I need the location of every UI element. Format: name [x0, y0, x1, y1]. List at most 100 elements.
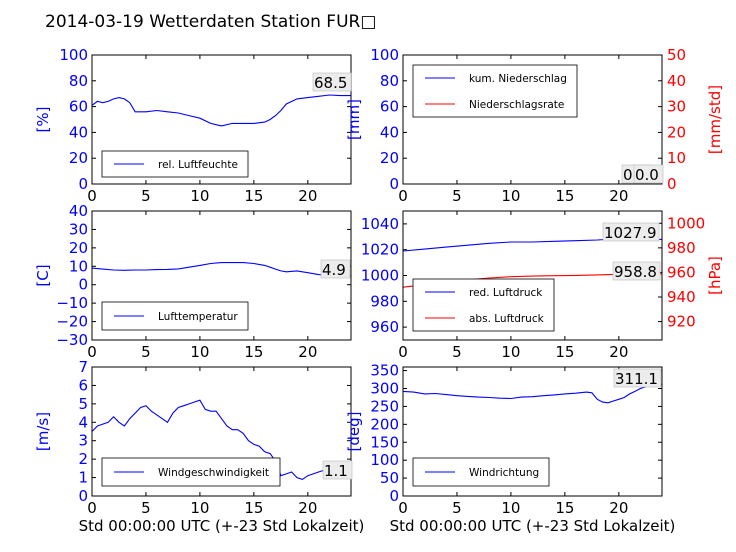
y-right-tick-label: 960 [667, 263, 696, 281]
y-right-tick-label: 50 [667, 46, 686, 64]
y-tick-label: 350 [370, 362, 399, 380]
y-axis-label: [mm] [345, 99, 363, 140]
value-annotation: 68.5 [314, 74, 347, 92]
x-tick-label: 5 [141, 343, 151, 361]
x-tick-label: 10 [190, 187, 209, 205]
legend-temp: Lufttemperatur [101, 301, 249, 331]
value-annotation: 1.1 [324, 462, 348, 480]
y-tick-label: 40 [380, 123, 399, 141]
value-annotation: 4.9 [322, 261, 346, 279]
y-axis-label: [m/s] [34, 412, 52, 451]
y-tick-label: 300 [370, 380, 399, 398]
panel-pressure: 0 5 10 15 20 960 980 1000 1020 1040 920 940 960 980 10… [361, 210, 724, 361]
x-tick-label: 15 [555, 499, 574, 517]
panel-temp: 0 5 10 15 20−30−20−10010203040[C]Lufttempera… [34, 202, 352, 361]
x-tick-label: 5 [452, 343, 462, 361]
x-tick-label: 15 [555, 343, 574, 361]
y-right-tick-label: 0 [667, 175, 677, 193]
y-tick-label: 0 [78, 276, 88, 294]
x-tick-label: 15 [244, 499, 263, 517]
legend-frame [412, 64, 578, 118]
x-tick-label: 0 [398, 343, 408, 361]
legend-entry: kum. Niederschlag [469, 73, 567, 85]
value-annotation: 958.8 [614, 263, 657, 281]
y-axis-label-right: [hPa] [706, 256, 724, 295]
y-tick-label: 250 [370, 397, 399, 415]
y-tick-label: 100 [370, 46, 399, 64]
y-tick-label: 40 [69, 202, 88, 220]
y-tick-label: 960 [370, 318, 399, 336]
x-tick-label: 15 [555, 187, 574, 205]
x-tick-label: 20 [609, 499, 628, 517]
y-right-tick-label: 980 [667, 239, 696, 257]
y-right-tick-label: 940 [667, 288, 696, 306]
x-tick-label: 20 [609, 187, 628, 205]
y-axis-label: [%] [34, 107, 52, 133]
legend-wind: Windgeschwindigkeit [101, 457, 281, 487]
y-tick-label: 150 [370, 433, 399, 451]
y-tick-label: 50 [380, 469, 399, 487]
y-tick-label: 1 [78, 469, 88, 487]
y-tick-label: −10 [56, 294, 88, 312]
y-right-tick-label: 20 [667, 123, 686, 141]
y-tick-label: 1040 [361, 215, 399, 233]
legend-precip: kum. Niederschlag Niederschlagsrate [412, 64, 578, 118]
legend-entry: Niederschlagsrate [469, 99, 564, 111]
panel-humidity: 0 5 10 15 20 0 20 40 60 80 100 [%] rel. Luftfeuchte 6… [34, 46, 352, 205]
value-annotation-box [612, 261, 661, 281]
x-tick-label: 0 [398, 499, 408, 517]
series-line-winddir-0 [403, 383, 662, 404]
x-axis-label: Std 00:00:00 UTC (+-23 Std Lokalzeit) [79, 517, 365, 535]
y-tick-label: 80 [380, 72, 399, 90]
x-tick-label: 20 [298, 187, 317, 205]
series-line-humidity-0 [92, 94, 351, 127]
axes-frame-precip [402, 54, 663, 185]
x-tick-label: 15 [244, 187, 263, 205]
y-tick-label: 7 [78, 358, 88, 376]
legend-entry: Windrichtung [469, 467, 539, 479]
y-axis-label-right: [mm/std] [706, 85, 724, 154]
series-line-wind-0 [92, 399, 351, 481]
x-tick-label: 0 [87, 499, 97, 517]
axes-frame-humidity [91, 54, 352, 185]
y-tick-label: 100 [59, 46, 88, 64]
value-annotation: 311.1 [615, 370, 658, 388]
x-tick-label: 0 [398, 187, 408, 205]
y-tick-label: 80 [69, 72, 88, 90]
y-tick-label: 0 [78, 175, 88, 193]
y-tick-label: 0 [78, 487, 88, 505]
value-annotation-box [322, 460, 353, 480]
legend-entry: Windgeschwindigkeit [158, 467, 269, 479]
x-tick-label: 10 [190, 499, 209, 517]
y-tick-label: −30 [56, 331, 88, 349]
y-tick-label: 980 [370, 292, 399, 310]
x-tick-label: 5 [141, 187, 151, 205]
y-tick-label: 30 [69, 220, 88, 238]
y-tick-label: 10 [69, 257, 88, 275]
x-tick-label: 10 [501, 499, 520, 517]
y-tick-label: 5 [78, 395, 88, 413]
y-axis-label: [deg] [345, 412, 363, 452]
y-right-tick-label: 30 [667, 98, 686, 116]
y-right-tick-label: 1000 [667, 214, 705, 232]
y-tick-label: 0 [389, 175, 399, 193]
legend-frame [412, 278, 555, 332]
x-tick-label: 20 [298, 343, 317, 361]
y-tick-label: 1000 [361, 267, 399, 285]
y-tick-label: 4 [78, 413, 88, 431]
y-tick-label: 0 [389, 487, 399, 505]
y-tick-label: 20 [69, 149, 88, 167]
x-tick-label: 10 [190, 343, 209, 361]
x-tick-label: 0 [87, 343, 97, 361]
legend-pressure: red. Luftdruck abs. Luftdruck [412, 278, 555, 332]
value-annotation-box [602, 222, 660, 242]
y-tick-label: 200 [370, 415, 399, 433]
y-tick-label: 60 [69, 98, 88, 116]
legend-entry: Lufttemperatur [158, 311, 238, 323]
y-tick-label: 3 [78, 432, 88, 450]
figure-title: 2014-03-19 Wetterdaten Station FUR□ [45, 12, 376, 32]
axes-frame-temp [91, 210, 352, 341]
